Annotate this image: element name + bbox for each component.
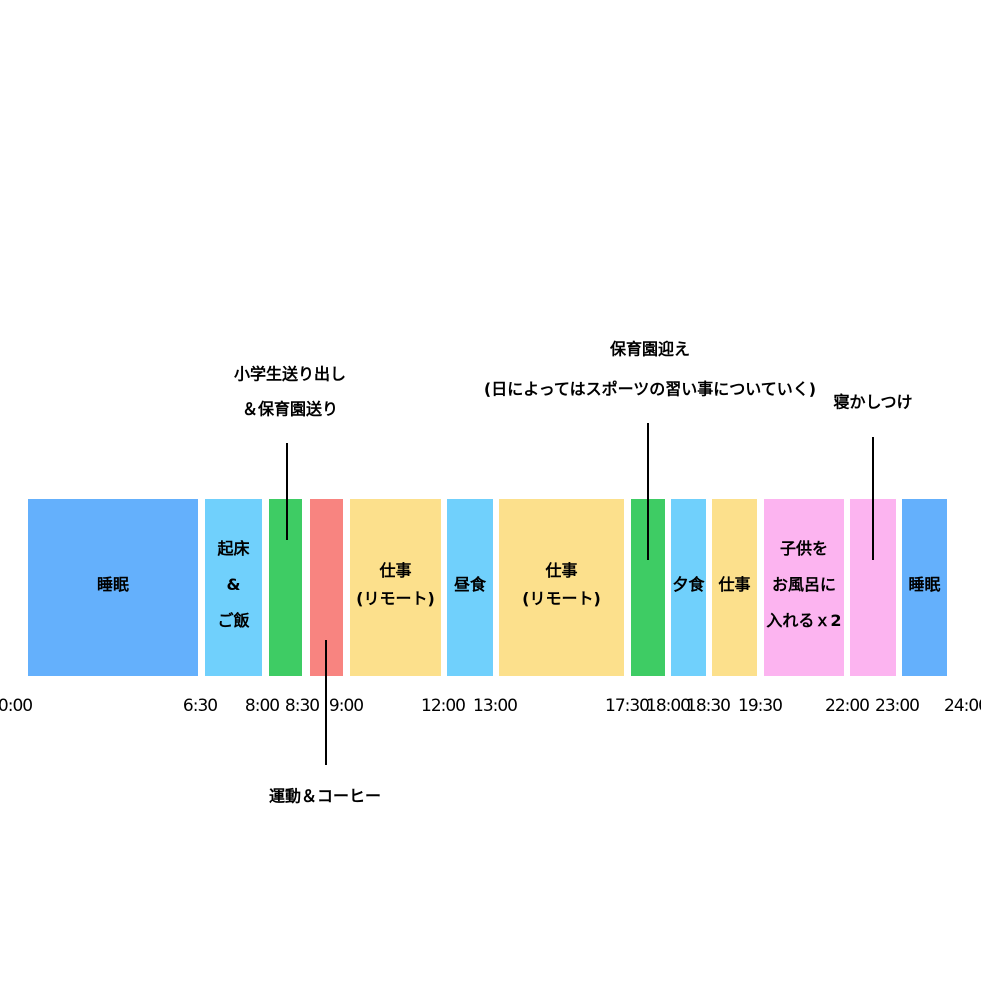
block-label: 入れるｘ2	[766, 611, 841, 630]
block	[764, 499, 844, 676]
callout-label: 小学生送り出し	[234, 365, 346, 384]
block	[269, 499, 302, 676]
block-label: 夕食	[672, 575, 705, 594]
tick-label: 17:30	[605, 696, 649, 716]
block-label: 仕事	[378, 561, 411, 580]
tick-label: 12:00	[421, 696, 465, 716]
block-label: ご飯	[217, 611, 249, 630]
block-label: 睡眠	[97, 575, 129, 594]
tick-label: 6:30	[183, 696, 217, 716]
block-label: (リモート)	[522, 589, 601, 608]
callout-label: ＆保育園送り	[242, 400, 338, 419]
block-label: &	[227, 575, 241, 594]
block	[350, 499, 441, 676]
block-label: 昼食	[453, 575, 487, 594]
tick-label: 23:00	[875, 696, 919, 716]
block	[28, 499, 198, 676]
block-label: 仕事	[717, 575, 750, 594]
block	[712, 499, 757, 676]
tick-label: 24:00	[944, 696, 981, 716]
tick-label: 0:00	[0, 696, 32, 716]
block-label: 起床	[216, 539, 250, 558]
block	[447, 499, 493, 676]
block-label: 子供を	[780, 539, 828, 558]
callout-label: (日によってはスポーツの習い事についていく)	[484, 380, 816, 399]
block	[205, 499, 262, 676]
block	[499, 499, 624, 676]
block	[671, 499, 706, 676]
callout-label: 運動＆コーヒー	[269, 787, 381, 806]
tick-label: 19:30	[738, 696, 782, 716]
block-label: 睡眠	[908, 575, 940, 594]
tick-label: 13:00	[473, 696, 517, 716]
block-label: (リモート)	[356, 589, 435, 608]
callout-label: 寝かしつけ	[833, 393, 912, 412]
tick-label: 9:00	[329, 696, 363, 716]
tick-label: 8:30	[285, 696, 319, 716]
block	[902, 499, 947, 676]
tick-label: 18:00	[646, 696, 690, 716]
callout-label: 保育園迎え	[609, 340, 690, 359]
tick-label: 18:30	[686, 696, 730, 716]
block-label: お風呂に	[772, 575, 836, 594]
tick-label: 22:00	[825, 696, 869, 716]
block-label: 仕事	[544, 561, 577, 580]
tick-label: 8:00	[245, 696, 279, 716]
